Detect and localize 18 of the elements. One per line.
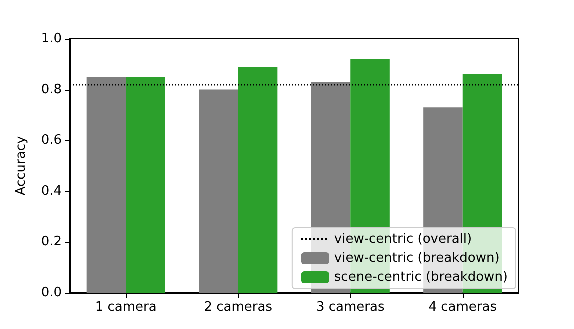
legend-label: view-centric (breakdown) xyxy=(334,251,500,266)
y-tick-label: 0.4 xyxy=(41,184,62,199)
bar xyxy=(238,66,278,293)
x-tick-label: 3 cameras xyxy=(316,300,385,315)
bar xyxy=(199,90,238,293)
x-tick-label: 2 cameras xyxy=(204,300,273,315)
y-tick-label: 0.0 xyxy=(41,286,62,300)
y-tick-label: 0.8 xyxy=(41,82,62,98)
bar xyxy=(86,77,126,293)
legend-label: scene-centric (breakdown) xyxy=(334,270,508,285)
x-tick-label: 4 cameras xyxy=(428,300,498,315)
y-tick-label: 1.0 xyxy=(41,32,62,46)
y-axis-title: Accuracy xyxy=(14,136,29,196)
y-tick-label: 0.6 xyxy=(41,133,62,148)
legend-label: view-centric (overall) xyxy=(334,232,472,247)
y-tick-label: 0.2 xyxy=(41,234,62,250)
bar xyxy=(126,77,166,293)
x-tick-label: 1 camera xyxy=(95,300,157,315)
